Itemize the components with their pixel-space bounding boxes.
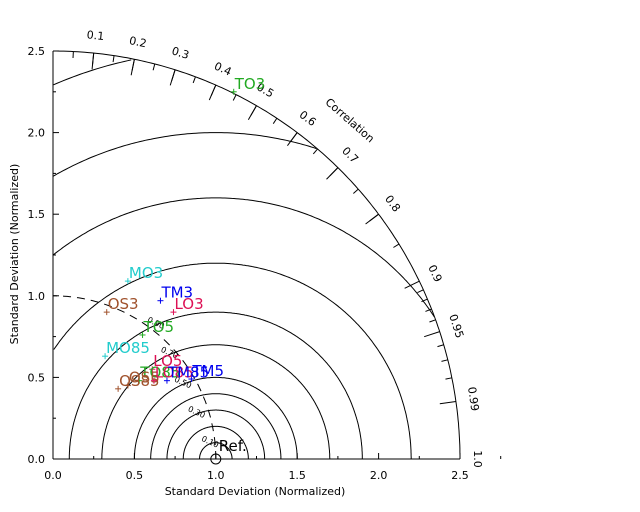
y-axis-title: Standard Deviation (Normalized) xyxy=(8,164,21,345)
correlation-minor-tick xyxy=(353,188,359,194)
y-axis-ticks: 0.0 0.5 1.0 1.5 2.0 2.5 xyxy=(28,45,59,466)
reference-marker: Ref. xyxy=(210,437,247,465)
x-tick-label: 2.5 xyxy=(451,469,469,482)
correlation-tick-mark xyxy=(365,213,379,225)
rms-contour-line xyxy=(133,376,298,459)
point-label: TO5 xyxy=(143,318,175,336)
point-label: TO3 xyxy=(234,75,266,93)
rms-contour-line xyxy=(53,262,412,459)
correlation-minor-tick xyxy=(232,94,237,101)
rms-contour-line xyxy=(199,442,233,459)
correlation-minor-tick xyxy=(417,289,424,294)
x-tick-label: 0.0 xyxy=(44,469,62,482)
correlation-axis: 0.1 0.20.30.40.50.60.70.80.90.950.991.0Co… xyxy=(72,28,484,468)
correlation-tick-mark xyxy=(247,105,257,121)
point-label: MO3 xyxy=(129,264,163,282)
correlation-minor-tick xyxy=(393,243,400,248)
correlation-minor-tick xyxy=(421,298,428,303)
point-label: TO85 xyxy=(139,364,180,382)
point-label: LO3 xyxy=(174,295,203,313)
x-tick-label: 2.0 xyxy=(370,469,388,482)
correlation-minor-tick xyxy=(272,117,278,124)
rms-contour-line xyxy=(53,59,132,86)
correlation-tick-label: 0.2 xyxy=(128,34,148,50)
rms-contour-line xyxy=(52,132,317,177)
correlation-tick-label: 0.1 xyxy=(86,28,105,43)
correlation-tick-mark xyxy=(91,52,95,70)
point-label: TM85 xyxy=(167,364,209,382)
x-axis-title: Standard Deviation (Normalized) xyxy=(165,485,346,498)
reference-label: Ref. xyxy=(219,437,247,455)
x-axis-ticks: 0.0 0.5 1.0 1.5 2.0 2.5 xyxy=(44,453,502,482)
correlation-minor-tick xyxy=(152,63,156,71)
x-tick-label: 1.0 xyxy=(207,469,225,482)
correlation-minor-tick xyxy=(441,359,448,362)
point-label: OS5 xyxy=(129,369,160,387)
y-tick-label: 0.0 xyxy=(28,453,46,466)
correlation-minor-tick xyxy=(425,308,432,312)
point-label: OS3 xyxy=(108,295,139,313)
rms-contour-line xyxy=(68,311,363,459)
rms-contour-line xyxy=(101,344,331,459)
x-tick-label: 1.5 xyxy=(288,469,306,482)
rms-contour-label: 0.10 xyxy=(200,434,220,450)
rms-contour-line xyxy=(166,409,266,459)
rms-contour-line xyxy=(53,197,435,318)
reference-point xyxy=(210,453,222,465)
rms-contour-line xyxy=(150,393,282,459)
correlation-tick-mark xyxy=(169,69,176,86)
y-tick-label: 2.0 xyxy=(28,127,46,140)
correlation-minor-tick xyxy=(112,55,115,63)
point-label: MO85 xyxy=(106,339,150,357)
correlation-tick-mark xyxy=(404,280,420,289)
correlation-minor-tick xyxy=(437,344,444,348)
plot-frame xyxy=(52,50,461,460)
correlation-tick-mark xyxy=(130,59,135,76)
y-tick-label: 0.5 xyxy=(28,371,46,384)
correlation-minor-tick xyxy=(429,319,436,323)
y-tick-label: 1.0 xyxy=(28,290,46,303)
point-label: LO5 xyxy=(153,352,182,370)
correlation-minor-tick xyxy=(312,148,318,155)
reference-std-arc xyxy=(53,295,217,459)
correlation-tick-label: 0.6 xyxy=(297,108,319,129)
correlation-tick-label: 0.99 xyxy=(465,386,481,412)
rms-contour-line xyxy=(182,425,249,459)
correlation-minor-tick xyxy=(445,377,452,380)
correlation-tick-mark xyxy=(439,400,457,405)
correlation-axis-title: Correlation xyxy=(323,96,377,146)
correlation-tick-mark xyxy=(424,331,440,338)
correlation-tick-label: 0.8 xyxy=(382,193,403,215)
correlation-tick-label: 0.95 xyxy=(446,312,466,339)
correlation-tick-mark xyxy=(287,132,298,146)
correlation-tick-label: 0.3 xyxy=(170,44,191,62)
correlation-minor-tick xyxy=(192,76,196,84)
data-points: TO3MO3OS3TM3LO3TO5MO85LO5TM5TO85OS85OS5L… xyxy=(102,75,265,392)
x-tick-label: 0.5 xyxy=(126,469,144,482)
correlation-tick-label: 0.7 xyxy=(339,144,361,166)
correlation-tick-mark xyxy=(208,84,217,101)
outer-arc xyxy=(53,50,461,459)
point-label: LO85 xyxy=(155,364,194,382)
correlation-tick-label: 0.9 xyxy=(425,263,444,284)
rms-contours: 0.100.300.500.700.90 xyxy=(52,59,435,459)
y-tick-label: 2.5 xyxy=(28,45,46,58)
correlation-tick-mark xyxy=(326,167,339,180)
y-tick-label: 1.5 xyxy=(28,208,46,221)
point-label: TM3 xyxy=(160,284,193,302)
correlation-tick-label: 0.4 xyxy=(212,60,233,79)
point-label: TM5 xyxy=(191,362,224,380)
correlation-tick-label: 1.0 xyxy=(471,450,484,468)
